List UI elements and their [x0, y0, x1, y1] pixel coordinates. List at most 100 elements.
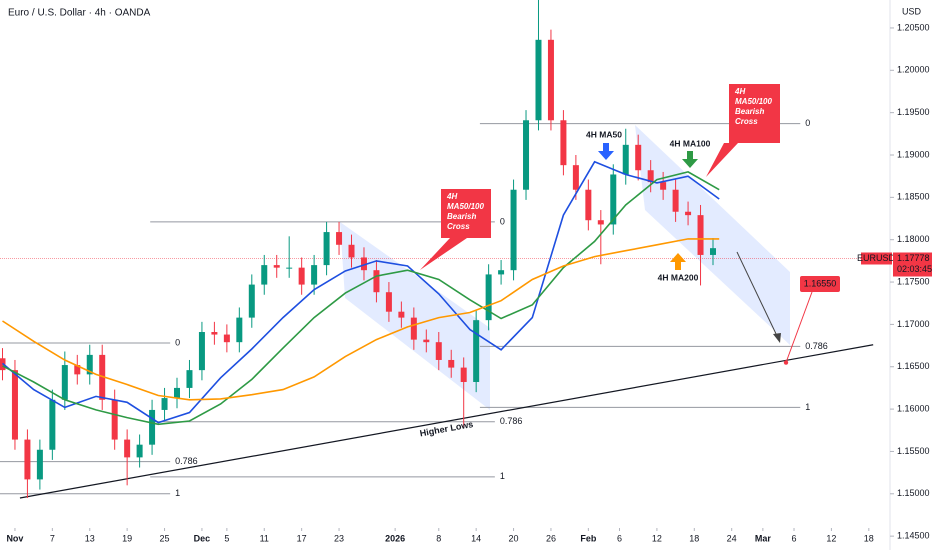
fib-label: 0 — [805, 118, 810, 128]
candle-body — [36, 449, 43, 480]
candle-body — [485, 274, 492, 321]
projection-arrow — [736, 251, 779, 339]
candle-body — [174, 387, 181, 399]
candle-body — [535, 39, 542, 121]
x-tick-label: 12 — [826, 533, 836, 543]
candle-body — [61, 365, 68, 400]
x-tick-label: Feb — [580, 533, 597, 543]
y-tick-label: 1.19500 — [897, 107, 930, 117]
candle-body — [560, 120, 567, 166]
candle-body — [448, 359, 455, 368]
candle-body — [286, 267, 293, 269]
x-tick-label: 23 — [334, 533, 344, 543]
candle-body — [149, 409, 156, 445]
x-tick-label: 17 — [297, 533, 307, 543]
target-label: 1.16550 — [804, 278, 837, 288]
x-tick-label: 18 — [689, 533, 699, 543]
arrow — [682, 151, 698, 168]
x-tick-label: 6 — [792, 533, 797, 543]
callout-text: Cross — [735, 117, 758, 126]
candle-body — [385, 292, 392, 312]
y-tick-label: 1.17500 — [897, 276, 930, 286]
candle-body — [585, 189, 592, 221]
candle-body — [410, 317, 417, 340]
candle-body — [647, 170, 654, 183]
x-tick-label: Mar — [755, 533, 772, 543]
candle-body — [510, 189, 517, 271]
x-tick-label: 19 — [122, 533, 132, 543]
callout-text: Cross — [447, 222, 470, 231]
fib-label: 0.786 — [500, 416, 523, 426]
candle-body — [697, 215, 704, 255]
x-tick-label: 7 — [50, 533, 55, 543]
candle-body — [523, 120, 530, 190]
y-tick-label: 1.16500 — [897, 361, 930, 371]
candle-body — [49, 399, 56, 450]
last-price-label: 1.17778 — [897, 253, 930, 263]
callout: 4H MA50/100 Bearish Cross — [706, 84, 780, 177]
y-tick-label: 1.15000 — [897, 488, 930, 498]
countdown: 02:03:45 — [897, 264, 932, 274]
candle-body — [198, 332, 205, 371]
callout-box — [706, 84, 780, 177]
candle-body — [622, 144, 629, 175]
callout: 4H MA50/100 Bearish Cross — [420, 189, 491, 270]
x-tick-label: 13 — [85, 533, 95, 543]
x-tick-label: 24 — [727, 533, 737, 543]
candle-body — [360, 257, 367, 271]
ma-label: 4H MA50 — [586, 129, 622, 139]
target-point — [783, 360, 789, 365]
candle-body — [572, 165, 579, 190]
callout-text: MA50/100 — [735, 97, 772, 106]
callout-text: MA50/100 — [447, 202, 484, 211]
x-tick-label: Dec — [194, 533, 211, 543]
candle-body — [685, 211, 692, 216]
target-connector — [785, 291, 813, 363]
fib-label: 1 — [175, 488, 180, 498]
y-tick-label: 1.18000 — [897, 234, 930, 244]
candle-body — [124, 439, 131, 458]
candle-body — [136, 444, 143, 458]
candle-body — [186, 370, 193, 388]
candle-body — [610, 174, 617, 225]
candle-body — [498, 270, 505, 275]
fib-label: 1 — [500, 471, 505, 481]
fib-label: 1 — [805, 402, 810, 412]
x-tick-label: 14 — [471, 533, 481, 543]
candle-body — [74, 365, 81, 375]
y-tick-label: 1.19000 — [897, 149, 930, 159]
fib-label: 0 — [175, 337, 180, 347]
y-tick-label: 1.17000 — [897, 319, 930, 329]
callout-box — [420, 189, 491, 270]
candle-body — [99, 354, 106, 400]
y-tick-label: 1.20500 — [897, 22, 930, 32]
trend-line — [19, 344, 874, 499]
x-tick-label: 12 — [652, 533, 662, 543]
x-tick-label: 11 — [260, 533, 269, 543]
fib-label: 0.786 — [805, 341, 828, 351]
y-tick-label: 1.20000 — [897, 65, 930, 75]
x-tick-label: 5 — [224, 533, 229, 543]
candle-body — [298, 267, 305, 285]
moving-average — [2, 171, 720, 426]
candle-body — [398, 311, 405, 318]
candle-body — [248, 284, 255, 318]
candle-body — [709, 248, 716, 255]
plot-area — [0, 0, 890, 499]
x-tick-label: 8 — [436, 533, 441, 543]
target-box — [800, 276, 840, 292]
candle-body — [261, 265, 268, 285]
candle-body — [311, 265, 318, 285]
candle-body — [635, 144, 642, 171]
ma-label: 4H MA200 — [658, 272, 699, 282]
arrow-head — [773, 333, 781, 343]
x-tick-label: 20 — [509, 533, 519, 543]
symbol-label: EURUSD — [857, 253, 896, 263]
candle-body — [11, 370, 18, 440]
candle-body — [236, 317, 243, 343]
arrow — [670, 253, 686, 270]
candle-body — [423, 339, 430, 343]
candle-body — [111, 399, 118, 440]
